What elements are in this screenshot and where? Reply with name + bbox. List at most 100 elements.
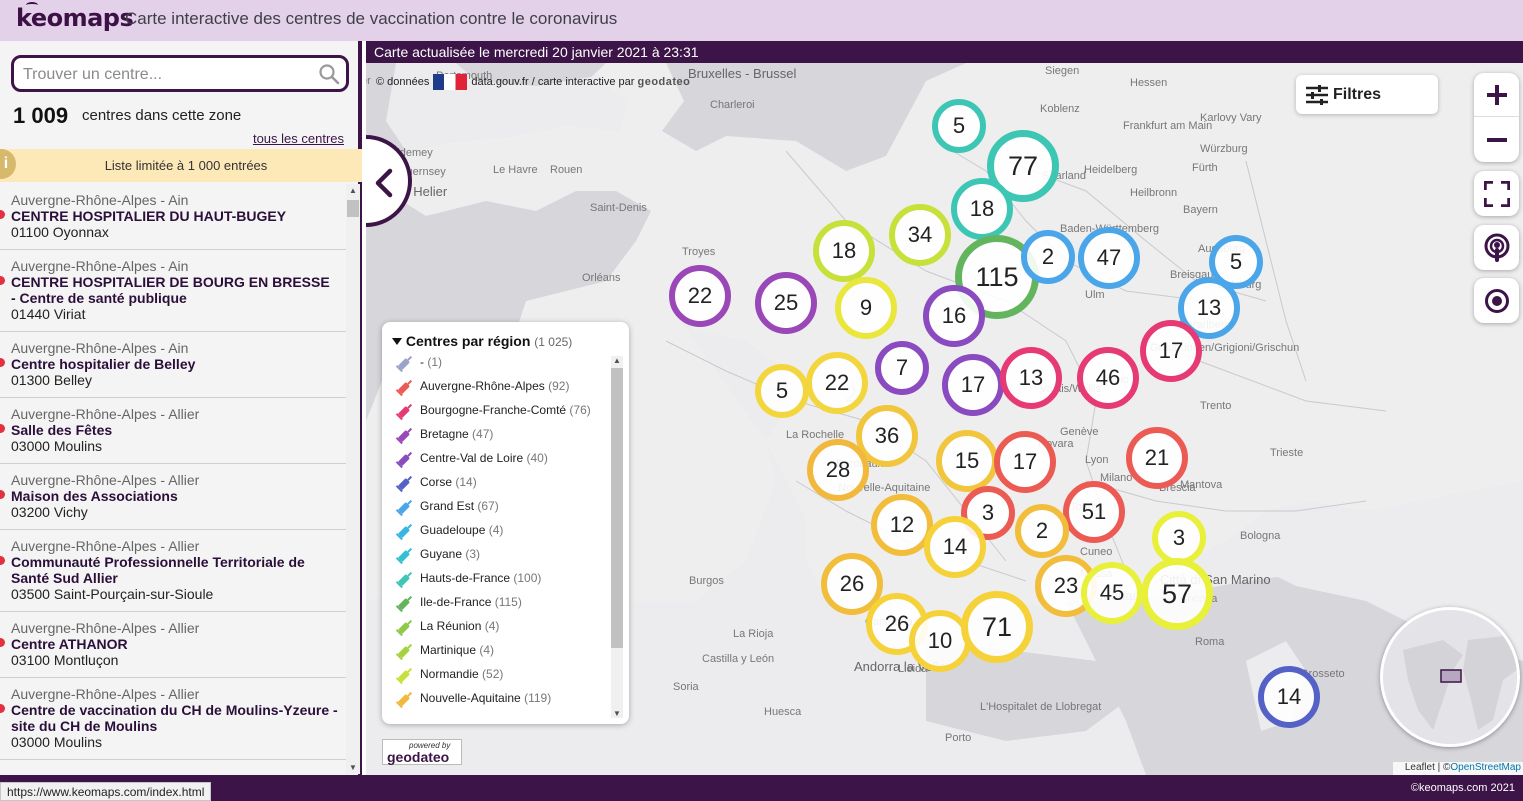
cluster-marker[interactable]: 28 bbox=[807, 439, 869, 501]
legend-row[interactable]: Ile-de-France (115) bbox=[392, 590, 607, 614]
legend-row[interactable]: Normandie (52) bbox=[392, 662, 607, 686]
cluster-marker[interactable]: 57 bbox=[1141, 558, 1213, 630]
cluster-marker[interactable]: 17 bbox=[994, 431, 1056, 493]
cluster-marker[interactable]: 34 bbox=[889, 204, 951, 266]
cluster-marker[interactable]: 13 bbox=[1000, 347, 1062, 409]
map-updated-banner: Carte actualisée le mercredi 20 janvier … bbox=[366, 41, 1523, 63]
center-marker-dot bbox=[0, 276, 5, 285]
legend-row[interactable]: Hauts-de-France (100) bbox=[392, 566, 607, 590]
podcast-button[interactable] bbox=[1474, 225, 1519, 270]
legend-row[interactable]: Guyane (3) bbox=[392, 542, 607, 566]
center-name: Centre ATHANOR bbox=[11, 636, 128, 652]
cluster-marker[interactable]: 71 bbox=[961, 591, 1033, 663]
cluster-marker[interactable]: 10 bbox=[909, 610, 971, 672]
cluster-marker[interactable]: 3 bbox=[1152, 511, 1206, 565]
cluster-marker[interactable]: 51 bbox=[1063, 481, 1125, 543]
legend-scrollbar[interactable]: ▲ ▼ bbox=[611, 356, 623, 718]
datagouv-link[interactable]: data.gouv.fr bbox=[471, 75, 529, 88]
scrollbar-thumb[interactable] bbox=[347, 200, 359, 217]
cluster-marker[interactable]: 7 bbox=[875, 341, 929, 395]
cluster-marker[interactable]: 18 bbox=[951, 178, 1013, 240]
legend-row[interactable]: Bourgogne-Franche-Comté (76) bbox=[392, 398, 607, 422]
legend-scroll-thumb[interactable] bbox=[611, 368, 623, 648]
legend-scroll-down[interactable]: ▼ bbox=[613, 709, 621, 718]
cluster-marker[interactable]: 5 bbox=[932, 99, 986, 153]
scroll-up-arrow[interactable]: ▲ bbox=[349, 186, 357, 195]
center-list-item[interactable]: Auvergne-Rhône-Alpes - Allier Communauté … bbox=[0, 530, 346, 612]
legend-scroll-up[interactable]: ▲ bbox=[613, 356, 621, 365]
cluster-marker[interactable]: 21 bbox=[1126, 427, 1188, 489]
powered-by-geodateo[interactable]: powered by geodateo bbox=[382, 739, 462, 765]
center-list-item[interactable]: Auvergne-Rhône-Alpes - Allier Salle des F… bbox=[0, 398, 346, 464]
legend-row[interactable]: Bretagne (47) bbox=[392, 422, 607, 446]
legend-row[interactable]: Centre-Val de Loire (40) bbox=[392, 446, 607, 470]
cluster-marker[interactable]: 5 bbox=[755, 364, 809, 418]
chevron-left-icon[interactable] bbox=[374, 168, 394, 203]
legend-row[interactable]: La Réunion (4) bbox=[392, 614, 607, 638]
center-list-item[interactable]: Auvergne-Rhône-Alpes - Ain CENTRE HOSPITA… bbox=[0, 184, 346, 250]
legend-row[interactable]: Nouvelle-Aquitaine (119) bbox=[392, 686, 607, 710]
search-input[interactable] bbox=[23, 64, 313, 86]
cluster-marker[interactable]: 22 bbox=[669, 265, 731, 327]
legend-row[interactable]: Grand Est (67) bbox=[392, 494, 607, 518]
cluster-marker[interactable]: 14 bbox=[924, 516, 986, 578]
locate-button[interactable] bbox=[1474, 278, 1519, 323]
fullscreen-button[interactable] bbox=[1474, 171, 1519, 216]
center-list-item[interactable]: Auvergne-Rhône-Alpes - Ain CENTRE HOSPITA… bbox=[0, 250, 346, 332]
legend-title-text: Centres par région bbox=[405, 333, 531, 349]
center-address: 03200 Vichy bbox=[11, 504, 88, 520]
center-name: Centre hospitalier de Belley bbox=[11, 356, 196, 372]
browser-status-url: https://www.keomaps.com/index.html bbox=[0, 782, 212, 801]
legend-title[interactable]: Centres par région (1 025) bbox=[392, 333, 572, 349]
center-list-item[interactable]: Auvergne-Rhône-Alpes - Ain Centre hospita… bbox=[0, 332, 346, 398]
cluster-marker[interactable]: 46 bbox=[1077, 347, 1139, 409]
cluster-marker[interactable]: 25 bbox=[755, 272, 817, 334]
zoom-in-button[interactable] bbox=[1474, 73, 1519, 117]
geodateo-link[interactable]: geodateo bbox=[637, 75, 691, 88]
city-label: Siegen bbox=[1045, 65, 1080, 77]
keomaps-logo[interactable]: keomaps bbox=[16, 2, 134, 32]
filters-button[interactable]: Filtres bbox=[1296, 75, 1438, 114]
search-icon[interactable] bbox=[318, 63, 340, 90]
cluster-marker[interactable]: 9 bbox=[835, 277, 897, 339]
cluster-marker[interactable]: 16 bbox=[923, 285, 985, 347]
center-address: 03500 Saint-Pourçain-sur-Sioule bbox=[11, 586, 214, 602]
legend-row[interactable]: Guadeloupe (4) bbox=[392, 518, 607, 542]
center-list-item[interactable]: Auvergne-Rhône-Alpes - Allier Centre ATHA… bbox=[0, 612, 346, 678]
legend-row[interactable]: - (1) bbox=[392, 350, 607, 374]
center-list-item[interactable]: Auvergne-Rhône-Alpes - Allier Maison des … bbox=[0, 464, 346, 530]
legend-row[interactable]: Corse (14) bbox=[392, 470, 607, 494]
powered-by-text: powered by bbox=[409, 741, 451, 750]
city-label: Exeter bbox=[366, 75, 371, 87]
cluster-marker[interactable]: 13 bbox=[1178, 277, 1240, 339]
legend-region-name: Hauts-de-France bbox=[420, 571, 511, 585]
cluster-marker[interactable]: 45 bbox=[1081, 562, 1143, 624]
zoom-out-button[interactable] bbox=[1474, 118, 1519, 162]
footer: ©keomaps.com 2021 bbox=[0, 775, 1523, 801]
legend-row[interactable]: Auvergne-Rhône-Alpes (92) bbox=[392, 374, 607, 398]
cluster-marker[interactable]: 47 bbox=[1078, 227, 1140, 289]
center-region: Auvergne-Rhône-Alpes - Ain bbox=[11, 340, 189, 356]
cluster-marker[interactable]: 18 bbox=[813, 220, 875, 282]
cluster-marker[interactable]: 2 bbox=[1021, 230, 1075, 284]
cluster-marker[interactable]: 22 bbox=[806, 352, 868, 414]
cluster-marker[interactable]: 17 bbox=[1140, 320, 1202, 382]
legend-row[interactable]: Martinique (4) bbox=[392, 638, 607, 662]
center-list-item[interactable]: Auvergne-Rhône-Alpes - Allier Centre de v… bbox=[0, 678, 346, 760]
cluster-marker[interactable]: 2 bbox=[1015, 504, 1069, 558]
cluster-marker[interactable]: 12 bbox=[871, 494, 933, 556]
osm-link[interactable]: OpenStreetMap bbox=[1450, 762, 1521, 773]
legend-region-name: Occitanie bbox=[420, 715, 470, 716]
cluster-marker[interactable]: 17 bbox=[942, 354, 1004, 416]
list-scrollbar[interactable]: ▲ ▼ bbox=[346, 184, 360, 774]
scroll-down-arrow[interactable]: ▼ bbox=[349, 763, 357, 772]
cluster-marker[interactable]: 5 bbox=[1209, 235, 1263, 289]
overview-minimap[interactable] bbox=[1380, 607, 1520, 747]
leaflet-link[interactable]: Leaflet bbox=[1404, 762, 1435, 773]
cluster-marker[interactable]: 14 bbox=[1258, 666, 1320, 728]
legend-row[interactable]: Occitanie (143) bbox=[392, 710, 607, 716]
city-label: Bruxelles - Brussel bbox=[688, 66, 797, 81]
all-centers-link[interactable]: tous les centres bbox=[252, 131, 344, 146]
legend-region-name: La Réunion bbox=[420, 619, 482, 633]
cluster-marker[interactable]: 15 bbox=[936, 430, 998, 492]
